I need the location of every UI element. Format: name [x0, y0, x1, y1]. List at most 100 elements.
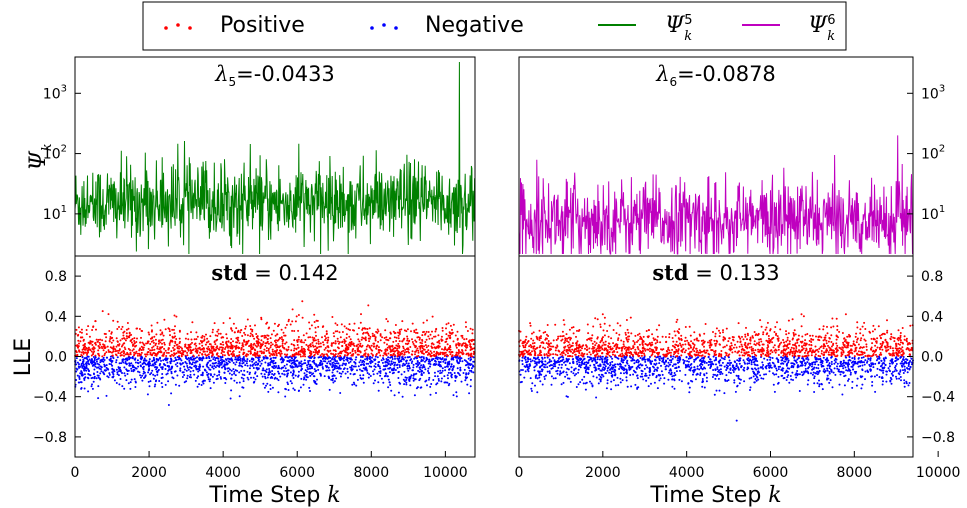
negative-point: [313, 379, 315, 382]
negative-point: [141, 374, 144, 377]
positive-point: [398, 340, 401, 343]
negative-point: [450, 363, 453, 366]
positive-point: [853, 350, 856, 353]
negative-point: [903, 368, 906, 371]
negative-point: [215, 356, 218, 359]
negative-point: [868, 363, 871, 366]
positive-point: [124, 339, 127, 342]
negative-point: [153, 359, 156, 362]
negative-point: [435, 363, 438, 366]
positive-point: [678, 328, 681, 331]
positive-point: [757, 348, 760, 351]
positive-point: [471, 332, 474, 335]
negative-point: [442, 360, 445, 363]
positive-point: [210, 347, 213, 350]
negative-point: [543, 366, 546, 368]
positive-point: [455, 344, 458, 347]
negative-point: [308, 386, 311, 389]
positive-point: [94, 354, 97, 357]
positive-point: [339, 336, 342, 339]
negative-point: [296, 365, 299, 368]
positive-point: [267, 347, 270, 350]
negative-point: [105, 366, 108, 369]
positive-point: [567, 352, 569, 355]
negative-point: [290, 359, 293, 362]
negative-point: [440, 380, 443, 383]
negative-point: [440, 377, 443, 380]
negative-point: [196, 376, 199, 379]
positive-point: [322, 343, 325, 346]
negative-point: [416, 361, 419, 363]
negative-point: [417, 364, 419, 367]
positive-point: [359, 351, 362, 354]
positive-point: [603, 334, 606, 337]
negative-point: [453, 372, 456, 374]
positive-point: [439, 353, 442, 356]
negative-point: [521, 359, 524, 362]
negative-point: [188, 366, 191, 369]
negative-point: [333, 374, 336, 377]
negative-point: [866, 361, 868, 364]
positive-point: [730, 342, 733, 345]
negative-point: [393, 355, 396, 358]
positive-point: [654, 338, 657, 341]
negative-point: [237, 356, 240, 359]
negative-point: [257, 356, 259, 359]
positive-point: [612, 329, 615, 331]
negative-point: [89, 361, 92, 364]
negative-point: [433, 371, 436, 374]
positive-point: [400, 328, 403, 331]
positive-point: [419, 341, 422, 344]
positive-point: [159, 351, 162, 354]
positive-point: [167, 351, 170, 354]
positive-point: [212, 345, 215, 348]
positive-point: [174, 340, 177, 343]
positive-point: [413, 329, 416, 332]
negative-point: [311, 355, 314, 358]
positive-point: [230, 352, 233, 355]
positive-point: [353, 344, 356, 347]
negative-point: [165, 373, 168, 376]
negative-point: [384, 368, 387, 371]
positive-point: [386, 346, 389, 349]
negative-point: [112, 357, 115, 360]
negative-point: [341, 357, 344, 360]
negative-point: [247, 378, 250, 381]
positive-point: [302, 334, 305, 337]
positive-point: [424, 341, 427, 343]
negative-point: [543, 356, 546, 359]
positive-point: [284, 326, 287, 329]
negative-point: [293, 389, 296, 391]
positive-point: [872, 338, 875, 341]
positive-point: [265, 322, 268, 325]
positive-point: [843, 337, 846, 340]
positive-point: [661, 335, 664, 338]
negative-point: [227, 357, 229, 360]
negative-point: [167, 364, 169, 367]
positive-point: [149, 353, 152, 356]
negative-point: [118, 367, 120, 370]
negative-point: [206, 373, 209, 376]
negative-point: [543, 378, 546, 380]
negative-point: [257, 359, 260, 362]
negative-point: [170, 372, 173, 375]
negative-point: [286, 372, 289, 375]
negative-point: [469, 378, 472, 381]
negative-point: [376, 372, 379, 375]
positive-point: [247, 350, 250, 353]
positive-point: [231, 329, 234, 332]
positive-point: [103, 332, 106, 335]
positive-point: [693, 331, 696, 334]
positive-point: [208, 348, 211, 350]
negative-point: [724, 356, 726, 358]
negative-point: [786, 376, 789, 378]
positive-point: [140, 336, 142, 339]
positive-point: [379, 339, 382, 342]
positive-point: [179, 346, 182, 349]
negative-point: [145, 363, 148, 366]
positive-point: [762, 333, 765, 336]
negative-point: [667, 365, 670, 368]
positive-point: [78, 350, 81, 353]
positive-point: [216, 330, 219, 333]
positive-point: [91, 329, 94, 331]
